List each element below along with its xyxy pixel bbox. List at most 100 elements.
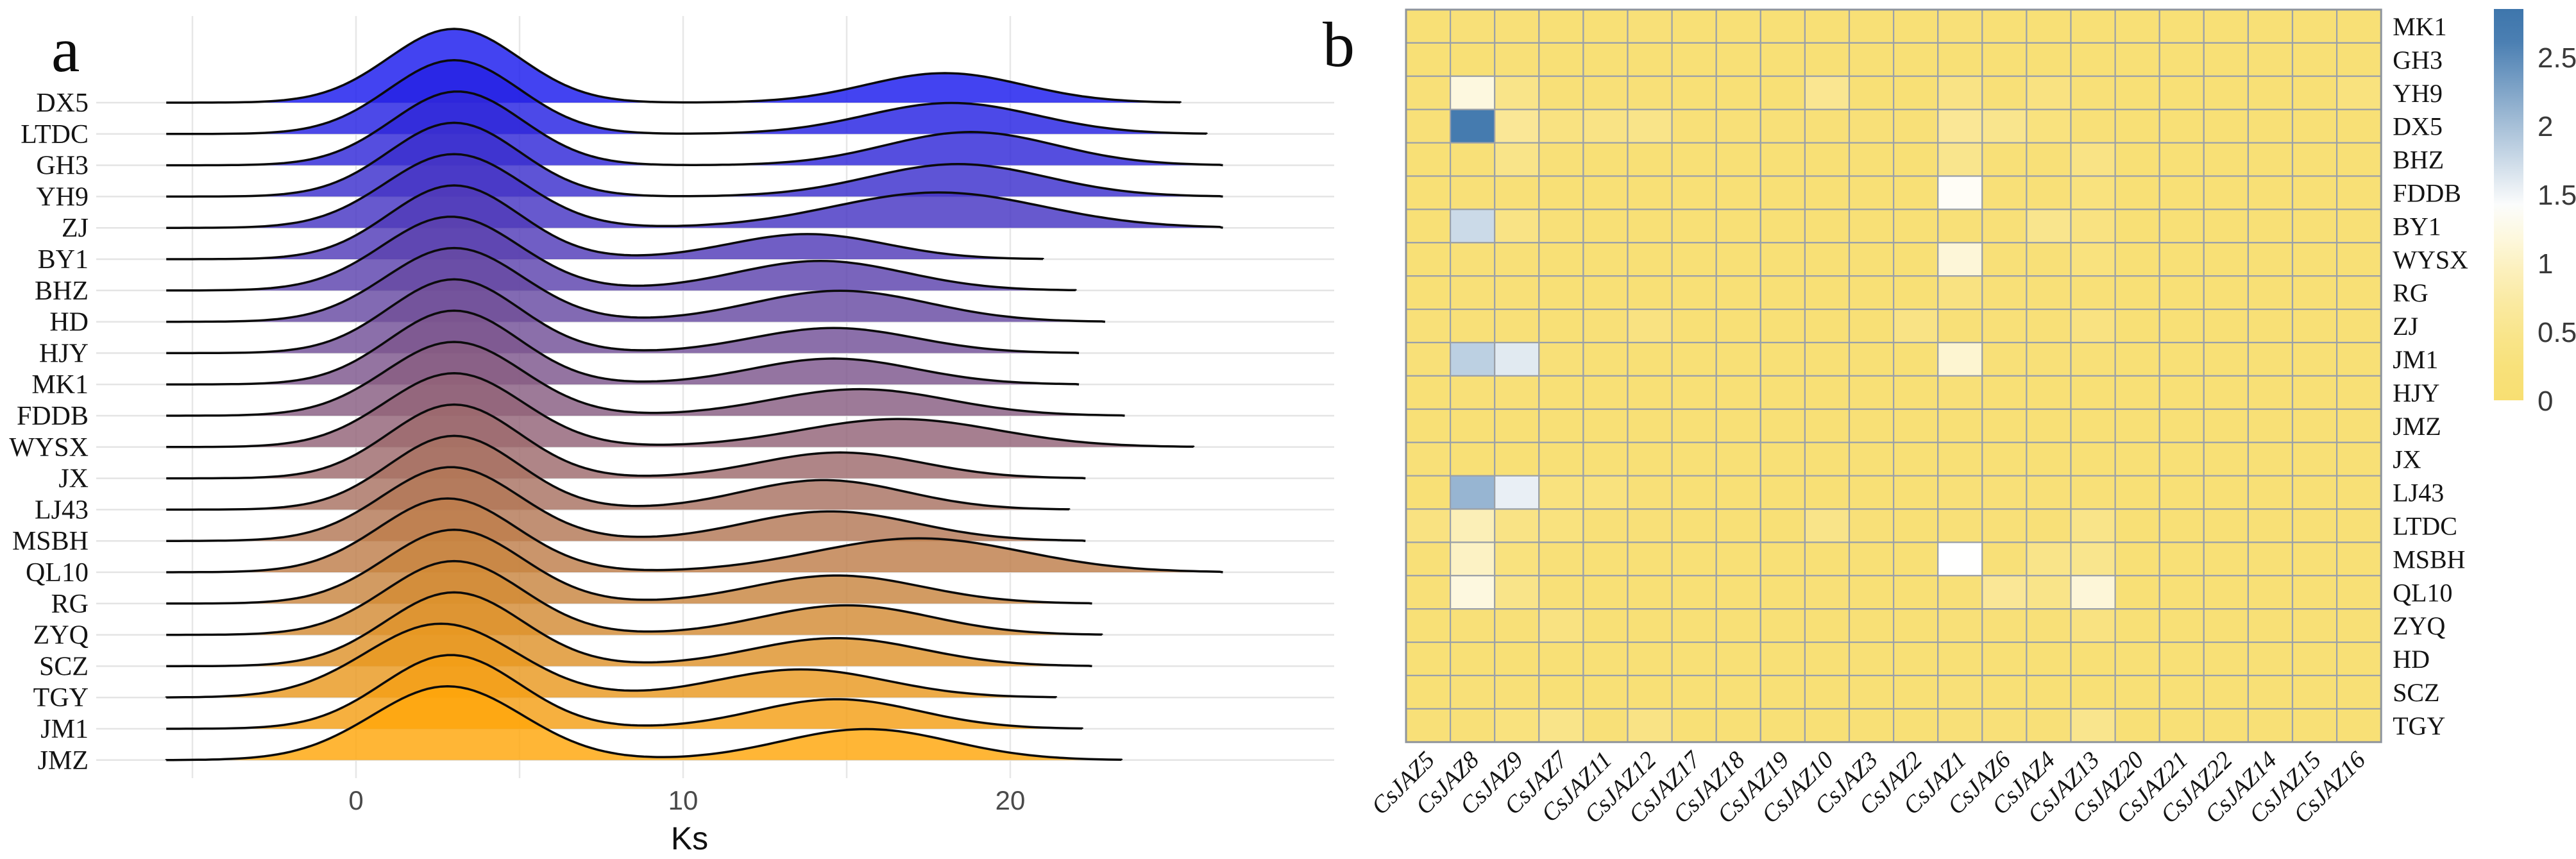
heatmap-cell xyxy=(1494,375,1540,410)
heatmap-cell xyxy=(1893,608,1939,643)
heatmap-cell xyxy=(1937,242,1983,277)
heatmap-cell xyxy=(1848,475,1895,510)
heatmap-cell xyxy=(2026,75,2072,110)
heatmap-cell xyxy=(1759,441,1806,477)
heatmap-cell xyxy=(1671,674,1717,710)
heatmap-cell xyxy=(2247,175,2294,210)
heatmap-cell xyxy=(1405,608,1452,643)
heatmap-cell xyxy=(2291,142,2338,177)
legend-tick-label: 1.5 xyxy=(2538,180,2576,211)
heatmap-cell xyxy=(2203,275,2250,310)
heatmap-cell xyxy=(1804,75,1851,110)
heatmap-cell xyxy=(1893,275,1939,310)
heatmap-cell xyxy=(1494,608,1540,643)
heatmap-cell xyxy=(1671,42,1717,77)
heatmap-legend-colorbar xyxy=(2494,9,2523,400)
heatmap-cell xyxy=(1538,8,1584,44)
heatmap-cell xyxy=(1538,341,1584,377)
heatmap-cell xyxy=(1450,575,1496,610)
heatmap-cell xyxy=(1981,408,2028,443)
heatmap-cell xyxy=(2070,375,2116,410)
heatmap-cell xyxy=(1538,541,1584,577)
heatmap-cell xyxy=(1405,42,1452,77)
heatmap-cell xyxy=(1671,75,1717,110)
heatmap-cell xyxy=(2070,242,2116,277)
heatmap-row-label: JX xyxy=(2393,445,2421,474)
heatmap-cell xyxy=(1582,175,1629,210)
heatmap-cell xyxy=(2336,42,2382,77)
heatmap-cell xyxy=(2247,541,2294,577)
heatmap-cell xyxy=(1405,708,1452,743)
heatmap-cell xyxy=(1494,242,1540,277)
heatmap-cell xyxy=(1937,708,1983,743)
heatmap-cell xyxy=(1848,674,1895,710)
heatmap-cell xyxy=(2291,541,2338,577)
heatmap-cell xyxy=(2070,575,2116,610)
heatmap-cell xyxy=(1405,475,1452,510)
heatmap-cell xyxy=(1450,142,1496,177)
heatmap-cell xyxy=(1671,208,1717,244)
heatmap-cell xyxy=(1981,8,2028,44)
ridge-row-label: FDDB xyxy=(17,402,89,431)
heatmap-cell xyxy=(1671,108,1717,144)
heatmap-cell xyxy=(1804,8,1851,44)
heatmap-cell xyxy=(1848,341,1895,377)
heatmap-cell xyxy=(1804,575,1851,610)
heatmap-cell xyxy=(1671,641,1717,677)
heatmap-cell xyxy=(2114,142,2160,177)
heatmap-cell xyxy=(2114,575,2160,610)
heatmap-cell xyxy=(2158,441,2205,477)
heatmap-cell xyxy=(2158,575,2205,610)
heatmap-cell xyxy=(2158,175,2205,210)
heatmap-cell xyxy=(1981,375,2028,410)
heatmap-cell xyxy=(1804,341,1851,377)
heatmap-cell xyxy=(1582,142,1629,177)
heatmap-cell xyxy=(1893,375,1939,410)
heatmap-cell xyxy=(1937,142,1983,177)
heatmap-cell xyxy=(1450,475,1496,510)
heatmap-cell xyxy=(1848,375,1895,410)
heatmap-cell xyxy=(1405,441,1452,477)
heatmap-cell xyxy=(1848,541,1895,577)
heatmap-cell xyxy=(1893,42,1939,77)
heatmap-row-label: TGY xyxy=(2393,711,2445,740)
heatmap-cell xyxy=(1759,475,1806,510)
heatmap-cell xyxy=(2114,441,2160,477)
heatmap-cell xyxy=(2026,475,2072,510)
heatmap-cell xyxy=(1494,42,1540,77)
heatmap-cell xyxy=(1671,408,1717,443)
heatmap-cell xyxy=(2203,708,2250,743)
heatmap-cell xyxy=(1981,108,2028,144)
heatmap-cell xyxy=(1538,708,1584,743)
heatmap-cell xyxy=(1981,608,2028,643)
heatmap-cell xyxy=(2070,441,2116,477)
heatmap-cell xyxy=(2158,475,2205,510)
heatmap-cell xyxy=(2114,541,2160,577)
heatmap-cell xyxy=(1627,475,1673,510)
heatmap-cell xyxy=(2026,674,2072,710)
panel-a-ridgeline-plot: DX5LTDCGH3YH9ZJBY1BHZHDHJYMK1FDDBWYSXJXL… xyxy=(9,16,1334,815)
heatmap-cell xyxy=(2203,541,2250,577)
heatmap-cell xyxy=(1494,508,1540,543)
heatmap-cell xyxy=(1450,541,1496,577)
heatmap-cell xyxy=(1494,441,1540,477)
heatmap-cell xyxy=(1450,641,1496,677)
heatmap-cell xyxy=(2026,208,2072,244)
heatmap-cell xyxy=(1671,441,1717,477)
heatmap-cell xyxy=(1450,674,1496,710)
heatmap-cell xyxy=(1450,242,1496,277)
heatmap-row-label: LJ43 xyxy=(2393,479,2444,507)
heatmap-cell xyxy=(1715,708,1761,743)
heatmap-cell xyxy=(2114,175,2160,210)
ridge-row-label: DX5 xyxy=(36,89,89,118)
heatmap-cell xyxy=(1627,508,1673,543)
heatmap-cell xyxy=(2026,541,2072,577)
heatmap-cell xyxy=(2336,674,2382,710)
heatmap-cell xyxy=(2203,142,2250,177)
heatmap-cell xyxy=(1848,508,1895,543)
ridge-row-label: BHZ xyxy=(35,276,89,306)
legend-tick-label: 2 xyxy=(2538,111,2553,142)
heatmap-cell xyxy=(1804,175,1851,210)
heatmap-cell xyxy=(2070,508,2116,543)
heatmap-cell xyxy=(2203,608,2250,643)
